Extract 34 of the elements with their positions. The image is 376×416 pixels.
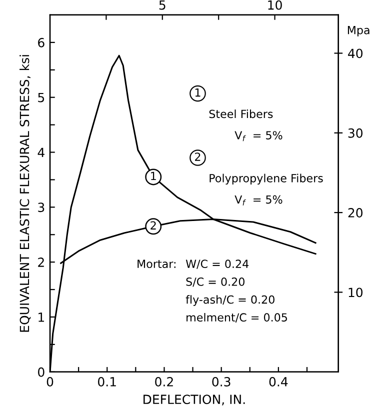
annotation: W/C = 0.24	[186, 260, 249, 269]
annotation: 2	[195, 152, 200, 161]
y-axis-title: EQUIVALENT ELASTIC FLEXURAL STRESS, ksi	[20, 55, 31, 332]
x2-tick-label: 5	[159, 0, 166, 10]
annotation: S/C = 0.20	[186, 277, 244, 287]
y-tick-label: 4	[38, 148, 44, 158]
x-tick-label: 0.3	[212, 376, 230, 386]
annotation: fly-ash/C = 0.20	[186, 295, 274, 306]
annotation: V$_{f}$ = 5%	[234, 195, 282, 206]
annotation: melment/C = 0.05	[186, 312, 287, 322]
y2-tick-label: 20	[348, 208, 363, 218]
annotation: Polypropylene Fibers	[210, 174, 323, 185]
annotation: 1	[195, 88, 200, 97]
y2-tick-label: 40	[348, 48, 363, 58]
annotation: V$_{f}$ = 5%	[234, 131, 282, 142]
y-tick-label: 2	[38, 258, 44, 267]
x2-tick-label: 10	[268, 0, 282, 10]
x-tick-label: 0.2	[155, 376, 173, 386]
y-tick-label: 6	[38, 38, 44, 48]
x-tick-label: 0.1	[98, 376, 116, 386]
y2-tick-label: 30	[348, 128, 363, 138]
annotation: Steel Fibers	[209, 110, 273, 118]
y-tick-label: 1	[38, 312, 44, 322]
y-tick-label: 0	[38, 367, 44, 377]
annotation: 2	[150, 221, 156, 230]
x-tick-label: 0	[46, 376, 54, 386]
x-axis-title: DEFLECTION, IN.	[144, 394, 245, 406]
x-tick-label: 0.4	[269, 376, 288, 386]
annotation: Mortar:	[138, 260, 176, 268]
y2-tick-label: 10	[348, 288, 363, 298]
y-tick-label: 5	[38, 92, 44, 102]
y-tick-label: 3	[38, 202, 44, 212]
y2-axis-title: Mpa	[348, 26, 370, 36]
annotation: 1	[151, 172, 156, 180]
